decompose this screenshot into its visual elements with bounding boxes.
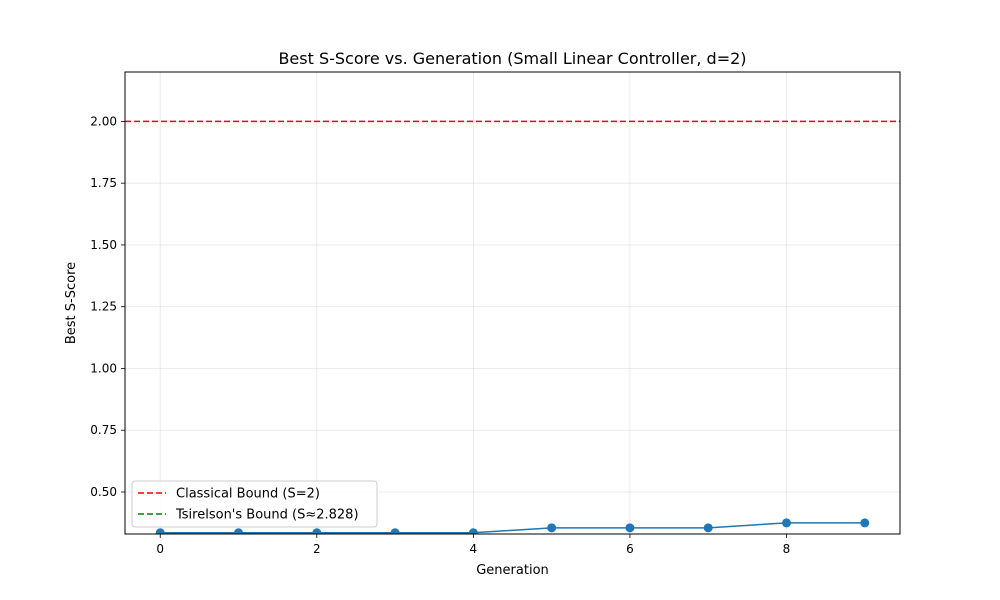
legend-entry-label: Classical Bound (S=2) [176,487,320,502]
plot-area-frame [124,71,901,535]
data-point [468,528,478,534]
data-point [625,523,635,533]
data-point [155,528,165,534]
chart-title: Best S-Score vs. Generation (Small Linea… [278,49,746,68]
grid [125,72,900,534]
y-axis-label: Best S-Score [64,262,79,344]
y-tick-label: 1.00 [90,361,117,375]
legend-entry-label: Tsirelson's Bound (S≈2.828) [175,508,359,523]
data-point [860,518,870,528]
data-point [390,528,400,534]
data-point [547,523,557,533]
data-point [312,528,322,534]
data-point [781,518,791,528]
reference-lines [125,120,900,123]
series-line [160,522,865,534]
x-tick-label: 0 [156,542,164,556]
x-tick-label: 4 [470,542,478,556]
data-point [234,528,244,534]
x-axis-ticks: 0 2 4 6 8 [156,534,790,556]
y-tick-label: 0.50 [90,485,117,499]
y-tick-label: 1.50 [90,238,117,252]
x-axis-label: Generation [476,563,549,578]
x-tick-label: 8 [783,542,791,556]
y-tick-label: 1.75 [90,176,117,190]
y-tick-label: 2.00 [90,114,117,128]
legend: Classical Bound (S=2) Tsirelson's Bound (… [131,480,378,528]
legend-box [131,480,378,528]
x-tick-label: 2 [313,542,321,556]
y-tick-label: 1.25 [90,300,117,314]
x-tick-label: 6 [626,542,634,556]
y-tick-label: 0.75 [90,423,117,437]
y-axis-ticks: 0.50 0.75 1.00 1.25 1.50 1.75 2.00 [90,114,125,499]
data-point [703,523,713,533]
series [155,518,870,534]
